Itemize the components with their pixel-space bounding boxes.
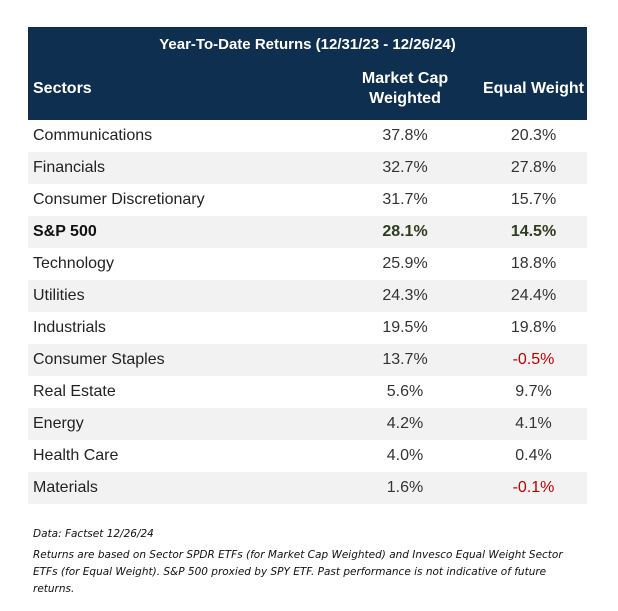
table-row: Communications 37.8% 20.3% — [28, 120, 587, 152]
market-cap-cell: 25.9% — [382, 255, 428, 272]
equal-weight-cell: 9.7% — [515, 383, 552, 400]
table-row: Consumer Staples 13.7% -0.5% — [28, 344, 587, 376]
market-cap-cell: 1.6% — [386, 479, 424, 496]
market-cap-cell: 28.1% — [382, 223, 428, 240]
market-cap-cell: 5.6% — [386, 383, 424, 400]
table-row: Energy 4.2% 4.1% — [28, 408, 587, 440]
sector-cell: Financials — [33, 159, 106, 176]
sector-cell: Utilities — [33, 287, 85, 304]
table-row: Real Estate 5.6% 9.7% — [28, 376, 587, 408]
table-row: Health Care 4.0% 0.4% — [28, 440, 587, 472]
market-cap-cell: 13.7% — [382, 351, 428, 368]
equal-weight-cell: 19.8% — [510, 319, 557, 336]
equal-weight-cell: 18.8% — [510, 255, 557, 272]
equal-weight-cell: 15.7% — [510, 191, 557, 208]
sector-cell: Communications — [33, 127, 153, 144]
equal-weight-cell: -0.5% — [512, 351, 555, 368]
equal-weight-cell: 24.4% — [510, 287, 557, 304]
sector-cell: Materials — [33, 479, 98, 496]
sector-cell: Real Estate — [33, 383, 116, 400]
sector-cell: S&P 500 — [33, 223, 97, 240]
equal-weight-cell: 4.1% — [515, 415, 552, 432]
sector-cell: Health Care — [33, 447, 119, 464]
sector-cell: Energy — [33, 415, 84, 432]
equal-weight-cell: -0.1% — [512, 479, 555, 496]
table-row: Financials 32.7% 27.8% — [28, 152, 587, 184]
table-row: Industrials 19.5% 19.8% — [28, 312, 587, 344]
table-row: Utilities 24.3% 24.4% — [28, 280, 587, 312]
market-cap-cell: 32.7% — [382, 159, 428, 176]
table-row: S&P 500 28.1% 14.5% — [28, 216, 587, 248]
header-sectors: Sectors — [33, 80, 92, 97]
table-row: Consumer Discretionary 31.7% 15.7% — [28, 184, 587, 216]
source-note: Data: Factset 12/26/24 — [33, 528, 154, 540]
equal-weight-cell: 14.5% — [510, 223, 557, 240]
table-body: Communications 37.8% 20.3% Financials 32.7% 2… — [28, 120, 587, 504]
market-cap-cell: 19.5% — [382, 319, 428, 336]
market-cap-cell: 4.0% — [386, 447, 424, 464]
returns-table: Year-To-Date Returns (12/31/23 - 12/26/2… — [28, 27, 587, 504]
equal-weight-cell: 27.8% — [510, 159, 557, 176]
market-cap-cell: 31.7% — [382, 191, 428, 208]
equal-weight-cell: 20.3% — [510, 127, 557, 144]
disclaimer-note: Returns are based on Sector SPDR ETFs (f… — [33, 549, 563, 595]
sector-cell: Industrials — [33, 319, 106, 336]
footnotes: Data: Factset 12/26/24 Returns are based… — [33, 526, 573, 598]
market-cap-cell: 24.3% — [382, 287, 428, 304]
market-cap-cell: 37.8% — [382, 127, 428, 144]
sector-cell: Technology — [33, 255, 114, 272]
equal-weight-cell: 0.4% — [515, 447, 552, 464]
table-row: Materials 1.6% -0.1% — [28, 472, 587, 504]
header-market-cap-weighted: Market Cap Weighted — [361, 70, 449, 107]
market-cap-cell: 4.2% — [386, 415, 424, 432]
sector-cell: Consumer Discretionary — [33, 191, 205, 208]
table-title: Year-To-Date Returns (12/31/23 - 12/26/2… — [28, 27, 587, 58]
header-equal-weight: Equal Weight — [482, 80, 585, 97]
table-row: Technology 25.9% 18.8% — [28, 248, 587, 280]
table-header-row: Sectors Market Cap Weighted Equal Weight — [28, 58, 587, 120]
sector-cell: Consumer Staples — [33, 351, 165, 368]
